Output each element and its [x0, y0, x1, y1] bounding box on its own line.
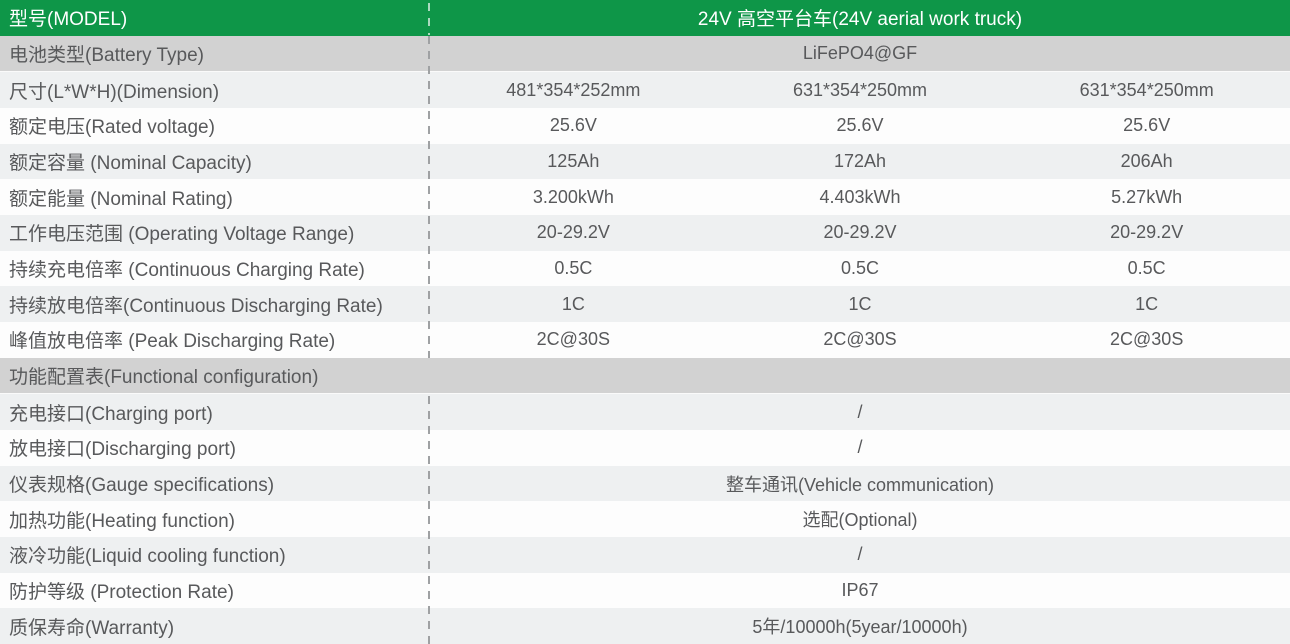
- row-label: 尺寸(L*W*H)(Dimension): [9, 81, 220, 103]
- row-label: 功能配置表(Functional configuration): [9, 367, 319, 389]
- row-value-col1: 20-29.2V: [536, 222, 610, 243]
- row-label: 加热功能(Heating function): [9, 510, 235, 532]
- row-value-col1: 3.200kWh: [532, 186, 614, 207]
- row-value: /: [857, 401, 863, 422]
- table-row: 尺寸(L*W*H)(Dimension) 481*354*252mm 631*354…: [0, 72, 1290, 109]
- row-value: LiFePO4@GF: [802, 43, 918, 63]
- row-label: 额定能量 (Nominal Rating): [9, 188, 233, 210]
- row-value-col2: 0.5C: [840, 258, 880, 279]
- row-value: /: [857, 544, 863, 565]
- row-label: 额定容量 (Nominal Capacity): [9, 153, 252, 175]
- row-label: 峰值放电倍率 (Peak Discharging Rate): [9, 331, 336, 353]
- row-value-col1: 125Ah: [547, 151, 600, 172]
- row-label: 额定电压(Rated voltage): [9, 117, 215, 139]
- row-label: 工作电压范围 (Operating Voltage Range): [9, 224, 355, 246]
- row-label: 质保寿命(Warranty): [9, 617, 175, 639]
- table-row: 持续充电倍率 (Continuous Charging Rate) 0.5C 0.5…: [0, 250, 1290, 287]
- row-value-col3: 5.27kWh: [1111, 186, 1183, 207]
- table-row: 额定容量 (Nominal Capacity) 125Ah 172Ah 206Ah: [0, 143, 1290, 180]
- table-row: 电池类型(Battery Type) LiFePO4@GF: [0, 35, 1290, 73]
- row-value-col2: 4.403kWh: [819, 186, 901, 207]
- row-value-col1: 2C@30S: [536, 329, 610, 350]
- table-row: 放电接口(Discharging port) /: [0, 430, 1290, 466]
- row-label: 电池类型(Battery Type): [9, 45, 204, 66]
- row-label: 防护等级 (Protection Rate): [9, 582, 234, 604]
- row-value-col2: 25.6V: [836, 115, 884, 136]
- row-value: 选配(Optional): [802, 510, 918, 531]
- row-cells: 0.5C 0.5C 0.5C: [430, 251, 1290, 287]
- row-value-col2: 631*354*250mm: [792, 79, 928, 100]
- row-value: IP67: [841, 580, 879, 601]
- model-header-value: 24V 高空平台车(24V aerial work truck): [697, 9, 1023, 31]
- row-cells: 2C@30S 2C@30S 2C@30S: [430, 322, 1290, 358]
- row-cells: 3.200kWh 4.403kWh 5.27kWh: [430, 179, 1290, 215]
- row-value: 5年/10000h(5year/10000h): [752, 617, 968, 638]
- row-value-col1: 0.5C: [554, 258, 593, 279]
- table-row: 持续放电倍率(Continuous Discharging Rate) 1C 1C 1…: [0, 286, 1290, 323]
- row-value-col2: 172Ah: [833, 151, 887, 172]
- row-cells: 481*354*252mm 631*354*250mm 631*354*250mm: [430, 72, 1290, 108]
- row-value-col3: 1C: [1135, 293, 1159, 314]
- row-label: 液冷功能(Liquid cooling function): [9, 546, 286, 568]
- table-row: 额定能量 (Nominal Rating) 3.200kWh 4.403kWh 5.2…: [0, 179, 1290, 216]
- row-cells: 25.6V 25.6V 25.6V: [430, 108, 1290, 144]
- row-value-col3: 2C@30S: [1110, 329, 1184, 350]
- header-row: 型号(MODEL) 24V 高空平台车(24V aerial work truc…: [0, 0, 1290, 36]
- table-row: 仪表规格(Gauge specifications) 整车通讯(Vehicle c…: [0, 465, 1290, 502]
- row-value-col2: 20-29.2V: [823, 222, 897, 243]
- row-cells: 1C 1C 1C: [430, 286, 1290, 322]
- row-value-col3: 20-29.2V: [1110, 222, 1184, 243]
- row-value: 整车通讯(Vehicle communication): [725, 474, 995, 495]
- row-value-col3: 0.5C: [1127, 258, 1166, 279]
- table-row: 峰值放电倍率 (Peak Discharging Rate) 2C@30S 2C@3…: [0, 322, 1290, 358]
- row-value-col1: 25.6V: [549, 115, 597, 136]
- row-value-col3: 25.6V: [1123, 115, 1171, 136]
- row-value-col2: 2C@30S: [823, 329, 897, 350]
- row-value-col1: 481*354*252mm: [506, 79, 641, 100]
- row-value-col3: 631*354*250mm: [1079, 79, 1214, 100]
- table-row: 充电接口(Charging port) /: [0, 394, 1290, 431]
- table-row: 液冷功能(Liquid cooling function) /: [0, 537, 1290, 573]
- table-row: 额定电压(Rated voltage) 25.6V 25.6V 25.6V: [0, 108, 1290, 144]
- row-label: 持续放电倍率(Continuous Discharging Rate): [9, 295, 383, 317]
- row-label: 充电接口(Charging port): [9, 403, 213, 425]
- table-row: 防护等级 (Protection Rate) IP67: [0, 572, 1290, 609]
- row-value-col1: 1C: [561, 293, 585, 314]
- row-value-col2: 1C: [848, 293, 872, 314]
- row-value-col3: 206Ah: [1120, 151, 1173, 172]
- table-row: 工作电压范围 (Operating Voltage Range) 20-29.2V…: [0, 215, 1290, 251]
- section-header-row: 功能配置表(Functional configuration): [0, 357, 1290, 395]
- row-label: 放电接口(Discharging port): [9, 439, 236, 461]
- model-header-label: 型号(MODEL): [9, 9, 128, 31]
- row-cells: 125Ah 172Ah 206Ah: [430, 144, 1290, 180]
- row-label: 仪表规格(Gauge specifications): [9, 475, 275, 497]
- row-cells: 20-29.2V 20-29.2V 20-29.2V: [430, 215, 1290, 251]
- row-value: /: [857, 437, 863, 458]
- row-label: 持续充电倍率 (Continuous Charging Rate): [9, 260, 365, 282]
- table-row: 质保寿命(Warranty) 5年/10000h(5year/10000h): [0, 608, 1290, 644]
- table-row: 加热功能(Heating function) 选配(Optional): [0, 501, 1290, 538]
